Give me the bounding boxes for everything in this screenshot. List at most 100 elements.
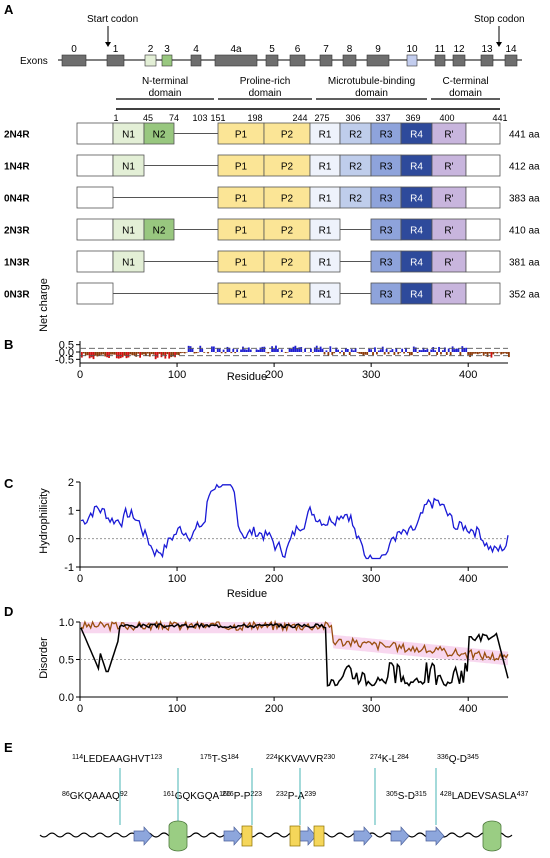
charge-bar bbox=[385, 348, 388, 352]
segment-label: R2 bbox=[349, 130, 362, 141]
charge-bar bbox=[381, 346, 384, 352]
isoform-length: 381 aa bbox=[509, 258, 540, 269]
charge-bar bbox=[232, 348, 235, 352]
charge-bar bbox=[498, 352, 501, 353]
isoform-n-head bbox=[76, 250, 114, 273]
charge-bar bbox=[174, 352, 176, 358]
motif-end: 184 bbox=[227, 754, 239, 761]
charge-bar bbox=[263, 346, 266, 352]
segment-label: P2 bbox=[281, 258, 294, 269]
charge-bar bbox=[482, 352, 485, 356]
charge-bar bbox=[372, 352, 374, 356]
charge-bar bbox=[475, 352, 477, 354]
residue-position: 45 bbox=[143, 113, 153, 123]
charge-bar bbox=[360, 352, 363, 354]
isoform-length: 410 aa bbox=[509, 226, 540, 237]
charge-bar bbox=[346, 348, 349, 352]
isoform-name: 0N3R bbox=[4, 290, 30, 301]
exon-4a bbox=[214, 54, 258, 67]
charge-bar bbox=[366, 352, 369, 355]
residue-position: 151 bbox=[210, 113, 225, 123]
charge-bar bbox=[432, 347, 435, 352]
charge-bar bbox=[197, 352, 200, 353]
x-tick-label: 100 bbox=[168, 573, 186, 585]
segment-label: P2 bbox=[281, 226, 294, 237]
charge-bar bbox=[193, 352, 196, 354]
isoform-c-tail bbox=[465, 154, 501, 177]
motif-end: 223 bbox=[250, 791, 262, 798]
segment-label: N1 bbox=[122, 258, 135, 269]
charge-bar bbox=[125, 352, 128, 359]
isoform-n-head bbox=[76, 282, 114, 305]
disorder-band bbox=[81, 622, 508, 666]
charge-bar bbox=[113, 352, 116, 355]
isoform-row: 1N3R 381 aa N1 P1 P2 R1 R3 R4 R' bbox=[4, 250, 540, 273]
charge-bar bbox=[123, 352, 126, 356]
disorder-line-1 bbox=[80, 622, 509, 687]
charge-bar bbox=[443, 347, 446, 352]
charge-bar bbox=[203, 352, 206, 353]
charge-bar bbox=[82, 352, 85, 354]
charge-bar bbox=[178, 352, 180, 356]
segment-label: R4 bbox=[410, 162, 423, 173]
exon-5 bbox=[265, 54, 279, 67]
exon-14 bbox=[504, 54, 518, 67]
charge-bar bbox=[168, 352, 171, 359]
charge-bar bbox=[199, 345, 202, 352]
charge-bar bbox=[162, 352, 165, 355]
charge-bar bbox=[277, 349, 279, 352]
charge-bar bbox=[115, 352, 118, 359]
isoform-c-tail bbox=[465, 218, 501, 241]
panel-c-label: C bbox=[4, 476, 14, 491]
domain-title: C-terminal bbox=[442, 76, 488, 87]
domain-subtitle: domain bbox=[149, 88, 182, 99]
segment-label: R1 bbox=[319, 162, 332, 173]
charge-bar bbox=[467, 352, 470, 355]
start-codon-arrowhead bbox=[105, 42, 111, 47]
charge-bar bbox=[267, 352, 270, 354]
charge-bar bbox=[321, 348, 324, 352]
segment-label: R3 bbox=[380, 226, 393, 237]
isoform-name: 2N4R bbox=[4, 130, 30, 141]
charge-bar bbox=[339, 352, 341, 354]
exon-label: 13 bbox=[481, 44, 493, 55]
charge-bar bbox=[181, 352, 184, 353]
charge-bar bbox=[407, 352, 409, 354]
segment-label: R3 bbox=[380, 130, 393, 141]
domain-title: N-terminal bbox=[142, 76, 188, 87]
charge-bar bbox=[410, 352, 413, 356]
residue-position: 337 bbox=[375, 113, 390, 123]
charge-bar bbox=[370, 349, 372, 352]
exon-1 bbox=[106, 54, 125, 67]
charge-bar bbox=[94, 352, 97, 356]
charge-bar bbox=[236, 349, 239, 352]
charge-bar bbox=[176, 352, 178, 355]
charge-bar bbox=[403, 352, 405, 354]
hydrophilicity-line bbox=[80, 483, 509, 560]
x-tick-label: 400 bbox=[459, 573, 477, 585]
charge-bar bbox=[288, 347, 291, 352]
x-tick-label: 0 bbox=[77, 369, 83, 381]
stop-codon-arrowhead bbox=[496, 42, 502, 47]
segment-label: R1 bbox=[319, 290, 332, 301]
x-tick-label: 100 bbox=[168, 369, 186, 381]
charge-bar bbox=[195, 352, 198, 354]
motif-end: 315 bbox=[415, 791, 427, 798]
x-tick-label: 0 bbox=[77, 703, 83, 715]
charge-bar bbox=[240, 349, 242, 352]
charge-bar bbox=[135, 352, 138, 357]
motif-label: 175T-S184 bbox=[200, 754, 239, 765]
stop-codon-label: Stop codon bbox=[474, 14, 525, 25]
y-tick-label: 0.5 bbox=[59, 655, 74, 667]
charge-bar bbox=[131, 352, 134, 356]
charge-bar bbox=[405, 347, 407, 352]
exon-13 bbox=[480, 54, 494, 67]
x-tick-label: 300 bbox=[362, 703, 380, 715]
residue-position: 441 bbox=[492, 113, 507, 123]
y-tick-label: 0.0 bbox=[59, 692, 74, 704]
x-tick-label: 300 bbox=[362, 369, 380, 381]
charge-bar bbox=[506, 352, 508, 354]
exon-label: 14 bbox=[505, 44, 517, 55]
charge-bar bbox=[319, 346, 322, 352]
charge-bar bbox=[374, 347, 376, 352]
